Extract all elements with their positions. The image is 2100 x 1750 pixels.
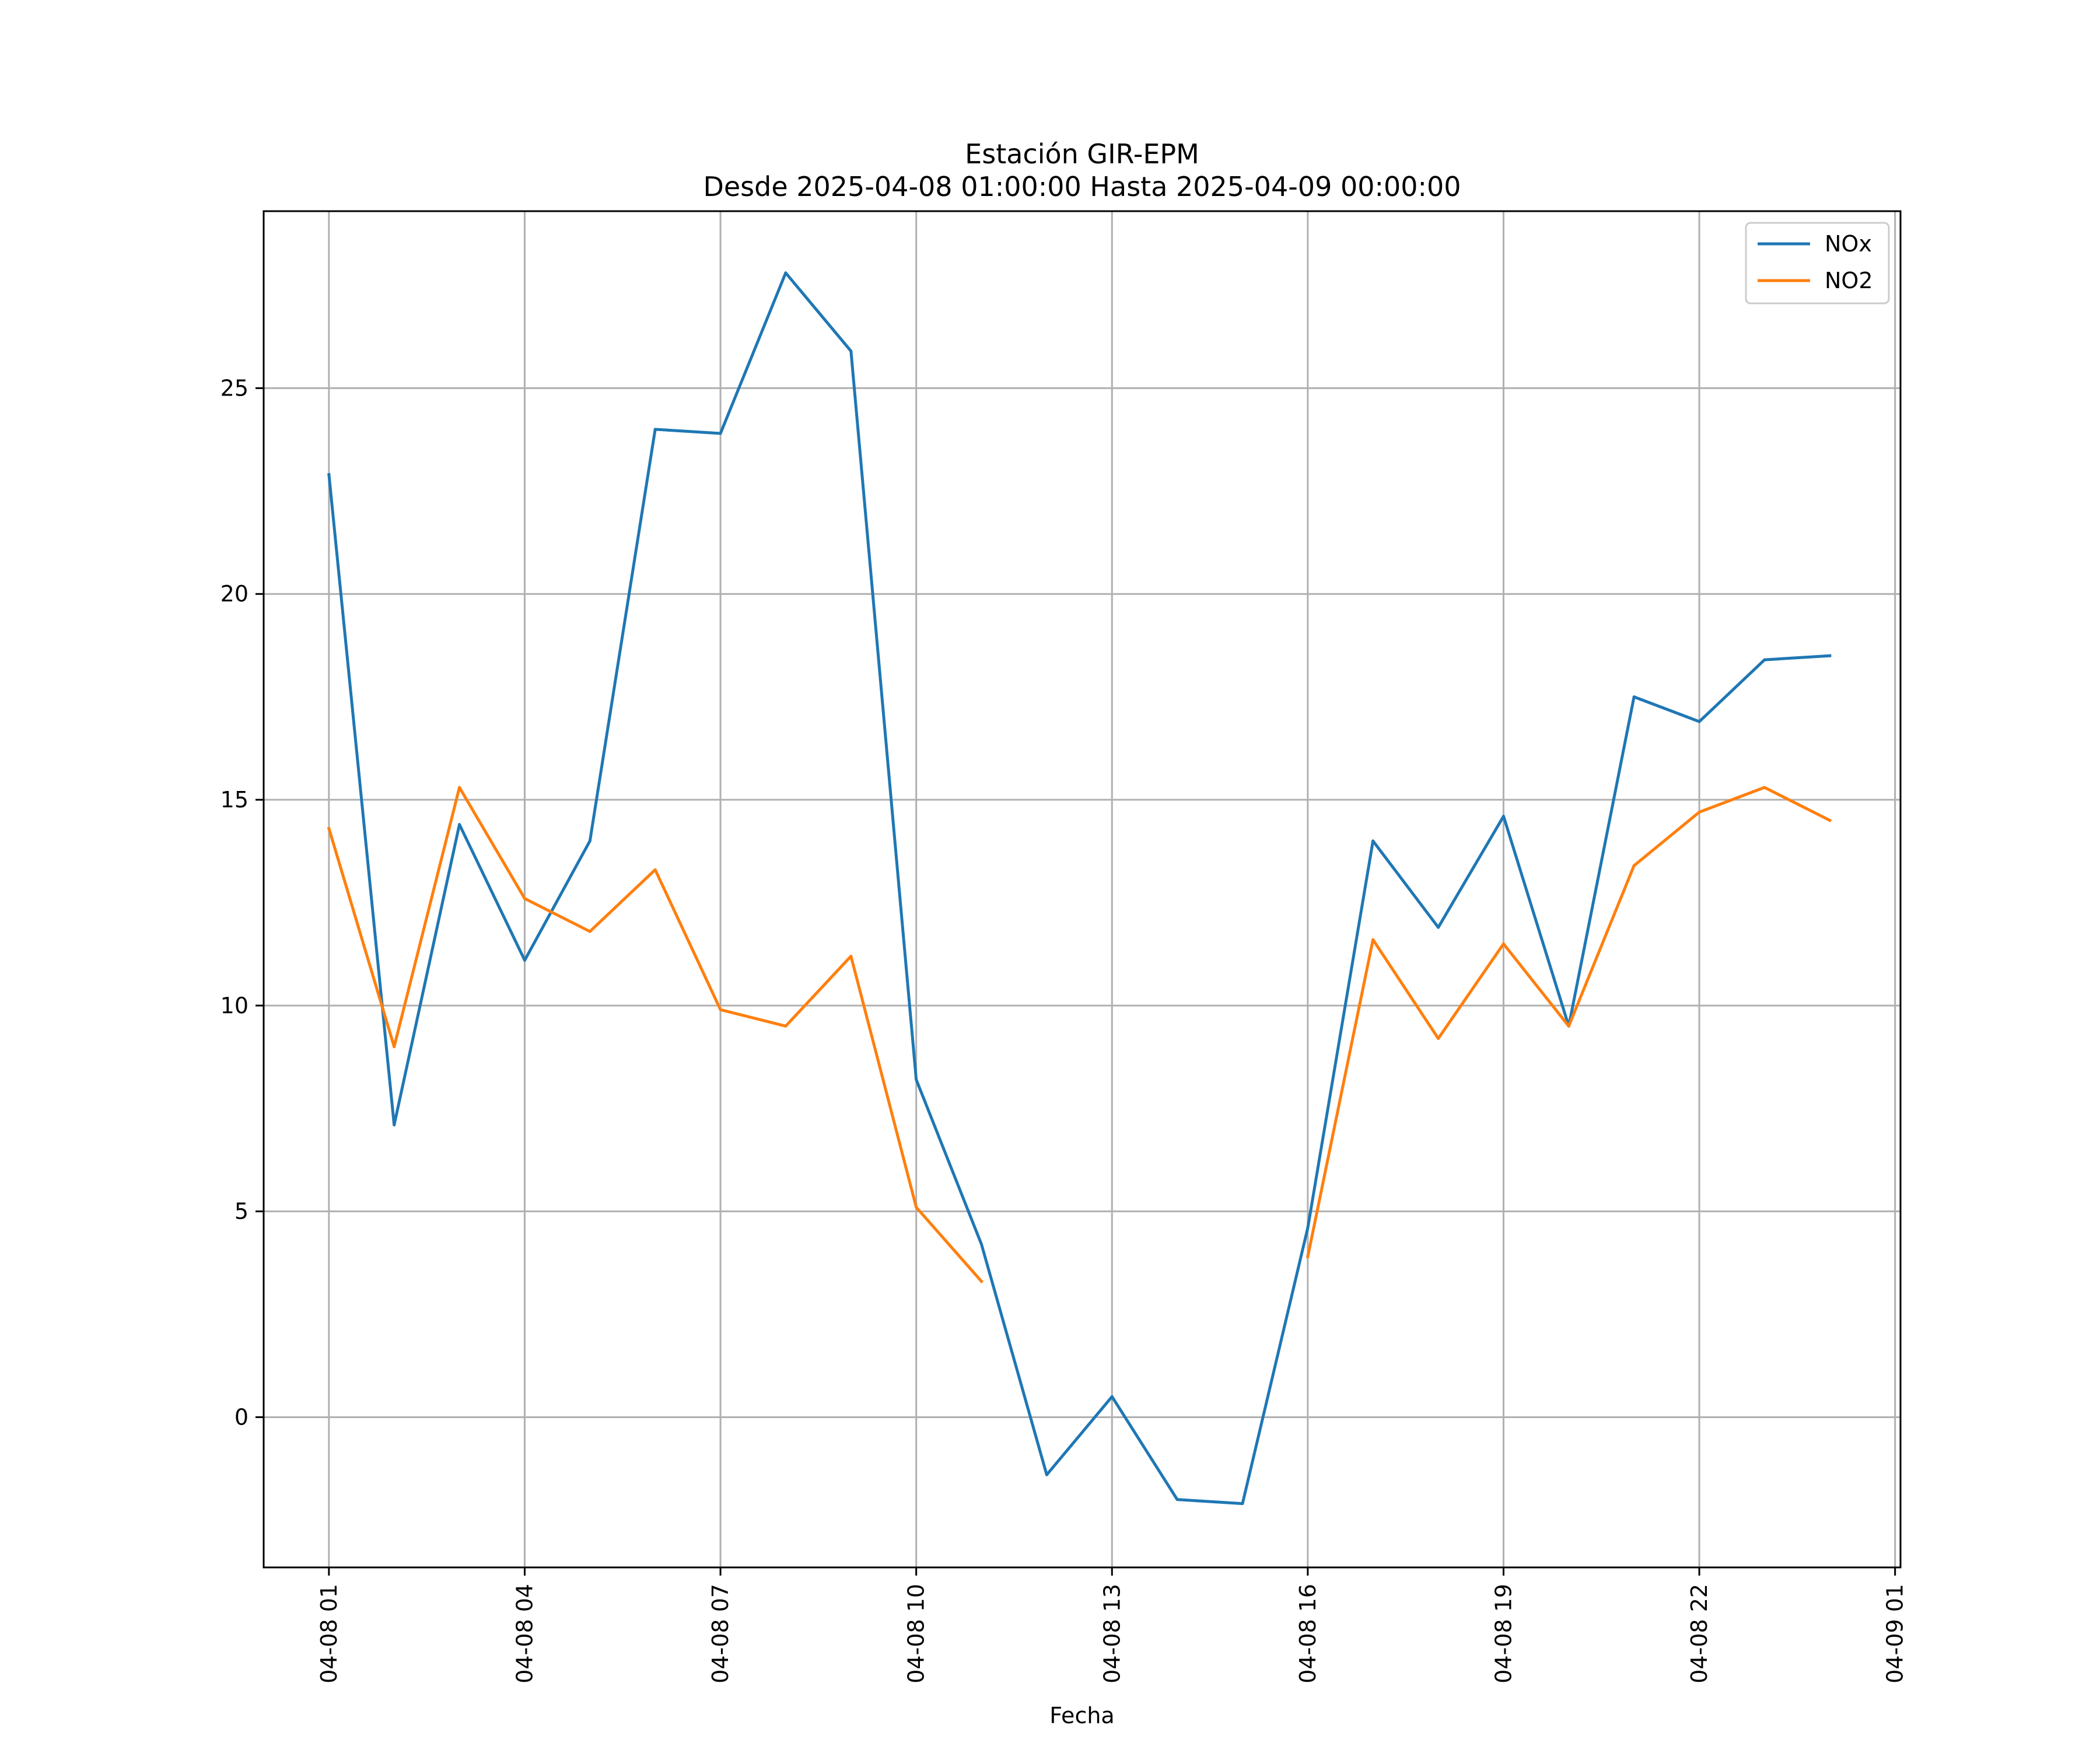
- data-point-nox: [523, 958, 526, 962]
- series-line-nox: [327, 271, 1832, 1506]
- x-tick-label: 04-08 13: [1099, 1584, 1125, 1684]
- data-point-nox: [1371, 839, 1375, 843]
- data-point-no2: [1371, 938, 1375, 942]
- x-tick-label: 04-08 10: [904, 1584, 929, 1684]
- data-point-no2: [1632, 864, 1636, 867]
- x-tick-label: 04-09 01: [1882, 1584, 1908, 1684]
- y-tick-label: 10: [220, 993, 249, 1019]
- axis-ticks: 04-08 01 04-08 04 04-08 07 04-08 10 04-08 13…: [220, 375, 1908, 1683]
- x-tick-label: 04-08 22: [1686, 1584, 1712, 1684]
- data-point-nox: [1241, 1502, 1244, 1506]
- data-point-nox: [1763, 658, 1766, 662]
- data-point-no2: [1306, 1255, 1310, 1258]
- y-tick-label: 15: [220, 787, 249, 813]
- data-point-nox: [1632, 695, 1636, 699]
- data-point-nox: [327, 473, 331, 477]
- data-point-nox: [1175, 1498, 1179, 1502]
- x-tick-label: 04-08 04: [512, 1584, 537, 1684]
- legend-label-nox: NOx: [1825, 231, 1872, 257]
- data-point-no2: [849, 954, 853, 958]
- data-point-no2: [588, 930, 592, 933]
- data-point-nox: [653, 428, 657, 431]
- data-point-nox: [1698, 720, 1701, 723]
- y-tick-label: 25: [220, 375, 249, 401]
- data-point-no2: [523, 897, 526, 900]
- data-point-no2: [1567, 1024, 1570, 1028]
- data-point-no2: [915, 1206, 918, 1209]
- series-lines: [327, 271, 1832, 1506]
- data-point-no2: [1763, 786, 1766, 789]
- data-point-no2: [719, 1008, 722, 1012]
- data-point-nox: [849, 349, 853, 353]
- y-tick-label: 5: [235, 1199, 249, 1224]
- x-tick-label: 04-08 19: [1490, 1584, 1516, 1684]
- x-tick-label: 04-08 01: [316, 1584, 342, 1684]
- data-point-nox: [1110, 1395, 1114, 1398]
- legend-label-no2: NO2: [1825, 268, 1873, 293]
- data-point-nox: [915, 1078, 918, 1082]
- chart-subtitle: Desde 2025-04-08 01:00:00 Hasta 2025-04-…: [703, 171, 1461, 202]
- data-point-nox: [719, 432, 722, 435]
- data-point-nox: [1828, 654, 1832, 657]
- data-point-no2: [1698, 810, 1701, 814]
- grid: [264, 211, 1901, 1567]
- data-point-no2: [1437, 1037, 1440, 1040]
- data-point-nox: [1306, 1226, 1310, 1230]
- data-point-nox: [980, 1242, 983, 1246]
- data-point-no2: [653, 868, 657, 872]
- plot-area-frame: [262, 210, 1902, 1569]
- data-point-nox: [1502, 814, 1505, 818]
- data-point-nox: [393, 1124, 396, 1126]
- data-point-no2: [1828, 818, 1832, 822]
- y-tick-label: 0: [235, 1404, 249, 1430]
- x-tick-label: 04-08 07: [708, 1584, 733, 1684]
- data-point-no2: [393, 1045, 396, 1048]
- data-point-nox: [588, 839, 592, 843]
- data-point-no2: [784, 1024, 788, 1028]
- chart-title: Estación GIR-EPM: [965, 138, 1199, 170]
- x-tick-label: 04-08 16: [1295, 1584, 1321, 1684]
- data-point-nox: [784, 271, 788, 275]
- data-point-no2: [327, 827, 331, 830]
- data-point-no2: [1502, 942, 1505, 946]
- legend: NOx NO2: [1745, 222, 1890, 304]
- data-point-nox: [458, 822, 461, 826]
- data-point-nox: [1045, 1473, 1048, 1476]
- data-point-no2: [458, 786, 461, 789]
- y-tick-label: 20: [220, 581, 249, 607]
- data-point-no2: [980, 1280, 983, 1283]
- data-point-nox: [1437, 926, 1440, 929]
- x-axis-label: Fecha: [1049, 1703, 1114, 1728]
